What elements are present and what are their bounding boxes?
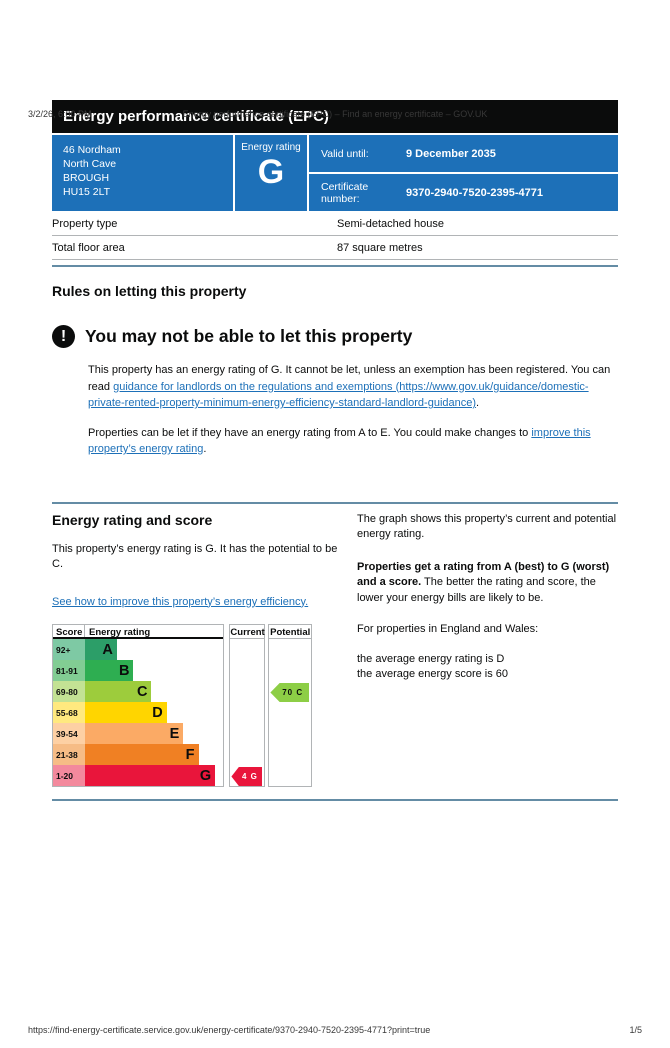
print-footer: https://find-energy-certificate.service.… (28, 1025, 642, 1035)
energy-rating-column-header: Energy rating (89, 627, 151, 638)
valid-until-value: 9 December 2035 (406, 147, 496, 160)
band-bar-e: E (85, 723, 184, 744)
graph-explainer: The graph shows this property’s current … (357, 512, 617, 541)
print-header: 3/2/26, 6:00 PM Energy performance certi… (28, 109, 642, 121)
epc-chart-header: Score Energy rating (53, 625, 224, 639)
table-row: Total floor area 87 square metres (52, 236, 618, 260)
property-type-value: Semi-detached house (337, 218, 445, 230)
property-address: 46 Nordham North Cave BROUGH HU15 2LT (52, 135, 233, 211)
energy-rating-label: Energy rating (241, 142, 301, 153)
epc-band-row-a: 92+ A (53, 639, 223, 660)
property-details-table: Property type Semi-detached house Total … (52, 212, 618, 260)
epc-band-row-f: 21-38 F (53, 744, 223, 765)
rules-paragraph-2: Properties can be let if they have an en… (88, 425, 618, 458)
section-divider (52, 501, 618, 504)
energy-rating-section: Energy rating and score This property’s … (52, 511, 618, 788)
epc-band-row-d: 55-68 D (53, 702, 223, 723)
section-divider (52, 265, 618, 267)
band-bar-f: F (85, 744, 199, 765)
band-score-label: 81-91 (53, 660, 85, 681)
rules-paragraph-2-text: Properties can be let if they have an en… (88, 426, 532, 439)
rating-explanation-column: The graph shows this property’s current … (357, 512, 618, 788)
property-type-label: Property type (52, 218, 118, 230)
rules-heading: Rules on letting this property (52, 283, 247, 299)
rating-scale-explainer: Properties get a rating from A (best) to… (357, 560, 618, 607)
certificate-number-value: 9370-2940-7520-2395-4771 (406, 186, 544, 199)
band-bar-b: B (85, 660, 134, 681)
average-score-line: the average energy score is 60 (357, 668, 509, 680)
band-bar-d: D (85, 702, 167, 723)
warning-banner: ! You may not be able to let this proper… (52, 325, 618, 348)
improve-rating-link[interactable]: improve this property’s energy rating (88, 426, 591, 456)
certificate-number-row: Certificate number: 9370-2940-7520-2395-… (309, 174, 618, 211)
band-score-label: 39-54 (53, 723, 85, 744)
band-score-label: 69-80 (53, 681, 85, 702)
rating-intro: This property’s energy rating is G. It h… (52, 542, 338, 571)
rules-paragraph-1: This property has an energy rating of G.… (88, 362, 618, 412)
rules-paragraph-2-end: . (203, 443, 207, 455)
rating-scale-rest: The better the rating and score, the low… (357, 576, 596, 604)
print-datetime: 3/2/26, 6:00 PM (28, 109, 92, 119)
certificate-number-label: Certificate number: (321, 180, 369, 205)
epc-rating-chart: Score Energy rating 92+ A 81-91 B 69-80 C 55-6… (52, 624, 312, 787)
floor-area-label: Total floor area (52, 242, 125, 254)
epc-band-row-b: 81-91 B (53, 660, 223, 681)
print-page-title: Energy performance certificate (EPC) – F… (182, 109, 488, 119)
band-score-label: 1-20 (53, 765, 85, 786)
banner-title: Energy performance certificate (EPC) (63, 108, 329, 125)
band-score-label: 55-68 (53, 702, 85, 723)
certificate-meta: Valid until: 9 December 2035 Certificate… (309, 135, 618, 211)
current-rating-column: Current 4 G (229, 624, 266, 787)
rules-body: This property has an energy rating of G.… (88, 362, 618, 458)
address-line: BROUGH (63, 172, 110, 184)
potential-column-header: Potential (269, 627, 311, 639)
print-page-number: 1/5 (629, 1025, 642, 1035)
certificate-banner: Energy performance certificate (EPC) (52, 100, 618, 133)
address-line: HU15 2LT (63, 186, 111, 198)
band-bar-g: G (85, 765, 216, 786)
certificate-summary-box: 46 Nordham North Cave BROUGH HU15 2LT En… (52, 135, 618, 211)
rating-scale-bold: Properties get a rating from A (best) to… (357, 560, 610, 589)
section-divider (52, 799, 618, 801)
band-score-label: 92+ (53, 639, 85, 660)
potential-rating-column: Potential 70 C (268, 624, 312, 787)
exclamation-icon: ! (52, 325, 75, 348)
print-url: https://find-energy-certificate.service.… (28, 1025, 431, 1035)
valid-until-label: Valid until: (321, 147, 369, 160)
current-column-header: Current (230, 627, 265, 639)
rating-section-heading: Energy rating and score (52, 511, 213, 528)
band-score-label: 21-38 (53, 744, 85, 765)
address-line: North Cave (63, 158, 117, 170)
band-bar-c: C (85, 681, 152, 702)
valid-until-row: Valid until: 9 December 2035 (309, 135, 618, 172)
address-line: 46 Nordham (63, 144, 121, 156)
band-bar-a: A (85, 639, 117, 660)
table-row: Property type Semi-detached house (52, 212, 618, 236)
epc-band-row-e: 39-54 E (53, 723, 223, 744)
england-wales-note: For properties in England and Wales: (357, 623, 539, 635)
rules-paragraph-1-end: . (476, 397, 480, 409)
potential-rating-arrow: 70 C (270, 683, 309, 702)
average-rating-line: the average energy rating is D (357, 652, 505, 665)
floor-area-value: 87 square metres (337, 242, 423, 254)
improve-efficiency-link[interactable]: See how to improve this property’s energ… (52, 595, 309, 608)
epc-band-rows: 92+ A 81-91 B 69-80 C 55-68 D 39-54 E 21-38 F 1-20 G (53, 639, 223, 786)
current-rating-arrow: 4 G (231, 767, 263, 786)
score-column-header: Score (53, 625, 85, 638)
epc-band-table: Score Energy rating 92+ A 81-91 B 69-80 C 55-6… (52, 624, 225, 787)
certificate-page: Energy performance certificate (EPC) 46 … (52, 100, 618, 801)
epc-band-row-g: 1-20 G (53, 765, 223, 786)
energy-rating-cell: Energy rating G (235, 135, 307, 211)
landlord-guidance-link[interactable]: guidance for landlords on the regulation… (88, 380, 589, 410)
epc-band-row-c: 69-80 C (53, 681, 223, 702)
rules-paragraph-1-text: This property has an energy rating of G.… (88, 364, 611, 393)
rating-summary-column: Energy rating and score This property’s … (52, 511, 339, 787)
warning-title: You may not be able to let this property (85, 326, 413, 346)
energy-rating-value: G (257, 153, 285, 191)
